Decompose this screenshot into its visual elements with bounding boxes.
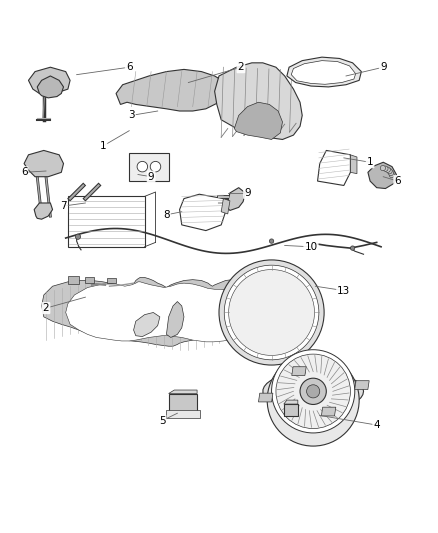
Circle shape	[389, 171, 394, 175]
Text: 1: 1	[99, 141, 106, 151]
Text: 8: 8	[163, 210, 170, 220]
Polygon shape	[215, 63, 302, 140]
Text: 3: 3	[128, 110, 135, 120]
Circle shape	[269, 239, 274, 243]
Circle shape	[307, 385, 320, 398]
Polygon shape	[180, 194, 226, 231]
Circle shape	[389, 172, 395, 177]
Polygon shape	[169, 390, 197, 393]
Polygon shape	[234, 102, 283, 140]
Polygon shape	[263, 371, 364, 411]
Circle shape	[385, 167, 390, 172]
Polygon shape	[24, 150, 64, 177]
Circle shape	[229, 270, 314, 356]
Polygon shape	[166, 302, 184, 337]
Polygon shape	[34, 203, 53, 219]
Text: 2: 2	[42, 303, 49, 313]
Polygon shape	[42, 278, 291, 346]
Text: 6: 6	[394, 176, 401, 186]
Bar	[169, 393, 197, 412]
Bar	[129, 152, 169, 181]
Circle shape	[350, 246, 355, 251]
Circle shape	[383, 166, 388, 171]
Circle shape	[300, 378, 326, 405]
Text: 2: 2	[237, 62, 244, 72]
Polygon shape	[368, 162, 396, 189]
Polygon shape	[37, 76, 64, 98]
Polygon shape	[116, 69, 228, 111]
Circle shape	[276, 354, 350, 429]
Text: 6: 6	[21, 167, 28, 177]
Polygon shape	[258, 393, 273, 402]
Text: 6: 6	[126, 62, 133, 72]
Bar	[85, 277, 94, 283]
Text: 4: 4	[373, 420, 380, 430]
Circle shape	[387, 168, 392, 174]
Polygon shape	[292, 367, 306, 375]
Circle shape	[75, 234, 81, 239]
Polygon shape	[226, 188, 245, 211]
Polygon shape	[66, 282, 263, 342]
Polygon shape	[318, 150, 350, 185]
Polygon shape	[287, 57, 361, 87]
Text: 9: 9	[244, 188, 251, 198]
Polygon shape	[134, 312, 160, 336]
Circle shape	[150, 161, 161, 172]
Text: 10: 10	[304, 242, 318, 252]
Text: 7: 7	[60, 201, 67, 211]
Bar	[284, 404, 298, 416]
Circle shape	[219, 260, 324, 365]
Polygon shape	[355, 381, 369, 390]
Text: 9: 9	[380, 62, 387, 72]
Circle shape	[137, 161, 148, 172]
Bar	[68, 197, 145, 247]
Polygon shape	[350, 155, 357, 174]
Bar	[166, 410, 200, 418]
Polygon shape	[321, 407, 336, 416]
Text: 1: 1	[367, 157, 374, 167]
Text: 13: 13	[337, 286, 350, 296]
Circle shape	[380, 165, 385, 171]
Bar	[107, 278, 116, 283]
Polygon shape	[221, 199, 230, 214]
Polygon shape	[284, 400, 298, 404]
Bar	[68, 276, 79, 284]
Polygon shape	[291, 61, 356, 84]
Circle shape	[224, 265, 319, 360]
Text: 5: 5	[159, 416, 166, 426]
Circle shape	[272, 350, 355, 433]
Circle shape	[267, 354, 359, 446]
Text: 9: 9	[148, 172, 155, 182]
Polygon shape	[28, 67, 70, 93]
